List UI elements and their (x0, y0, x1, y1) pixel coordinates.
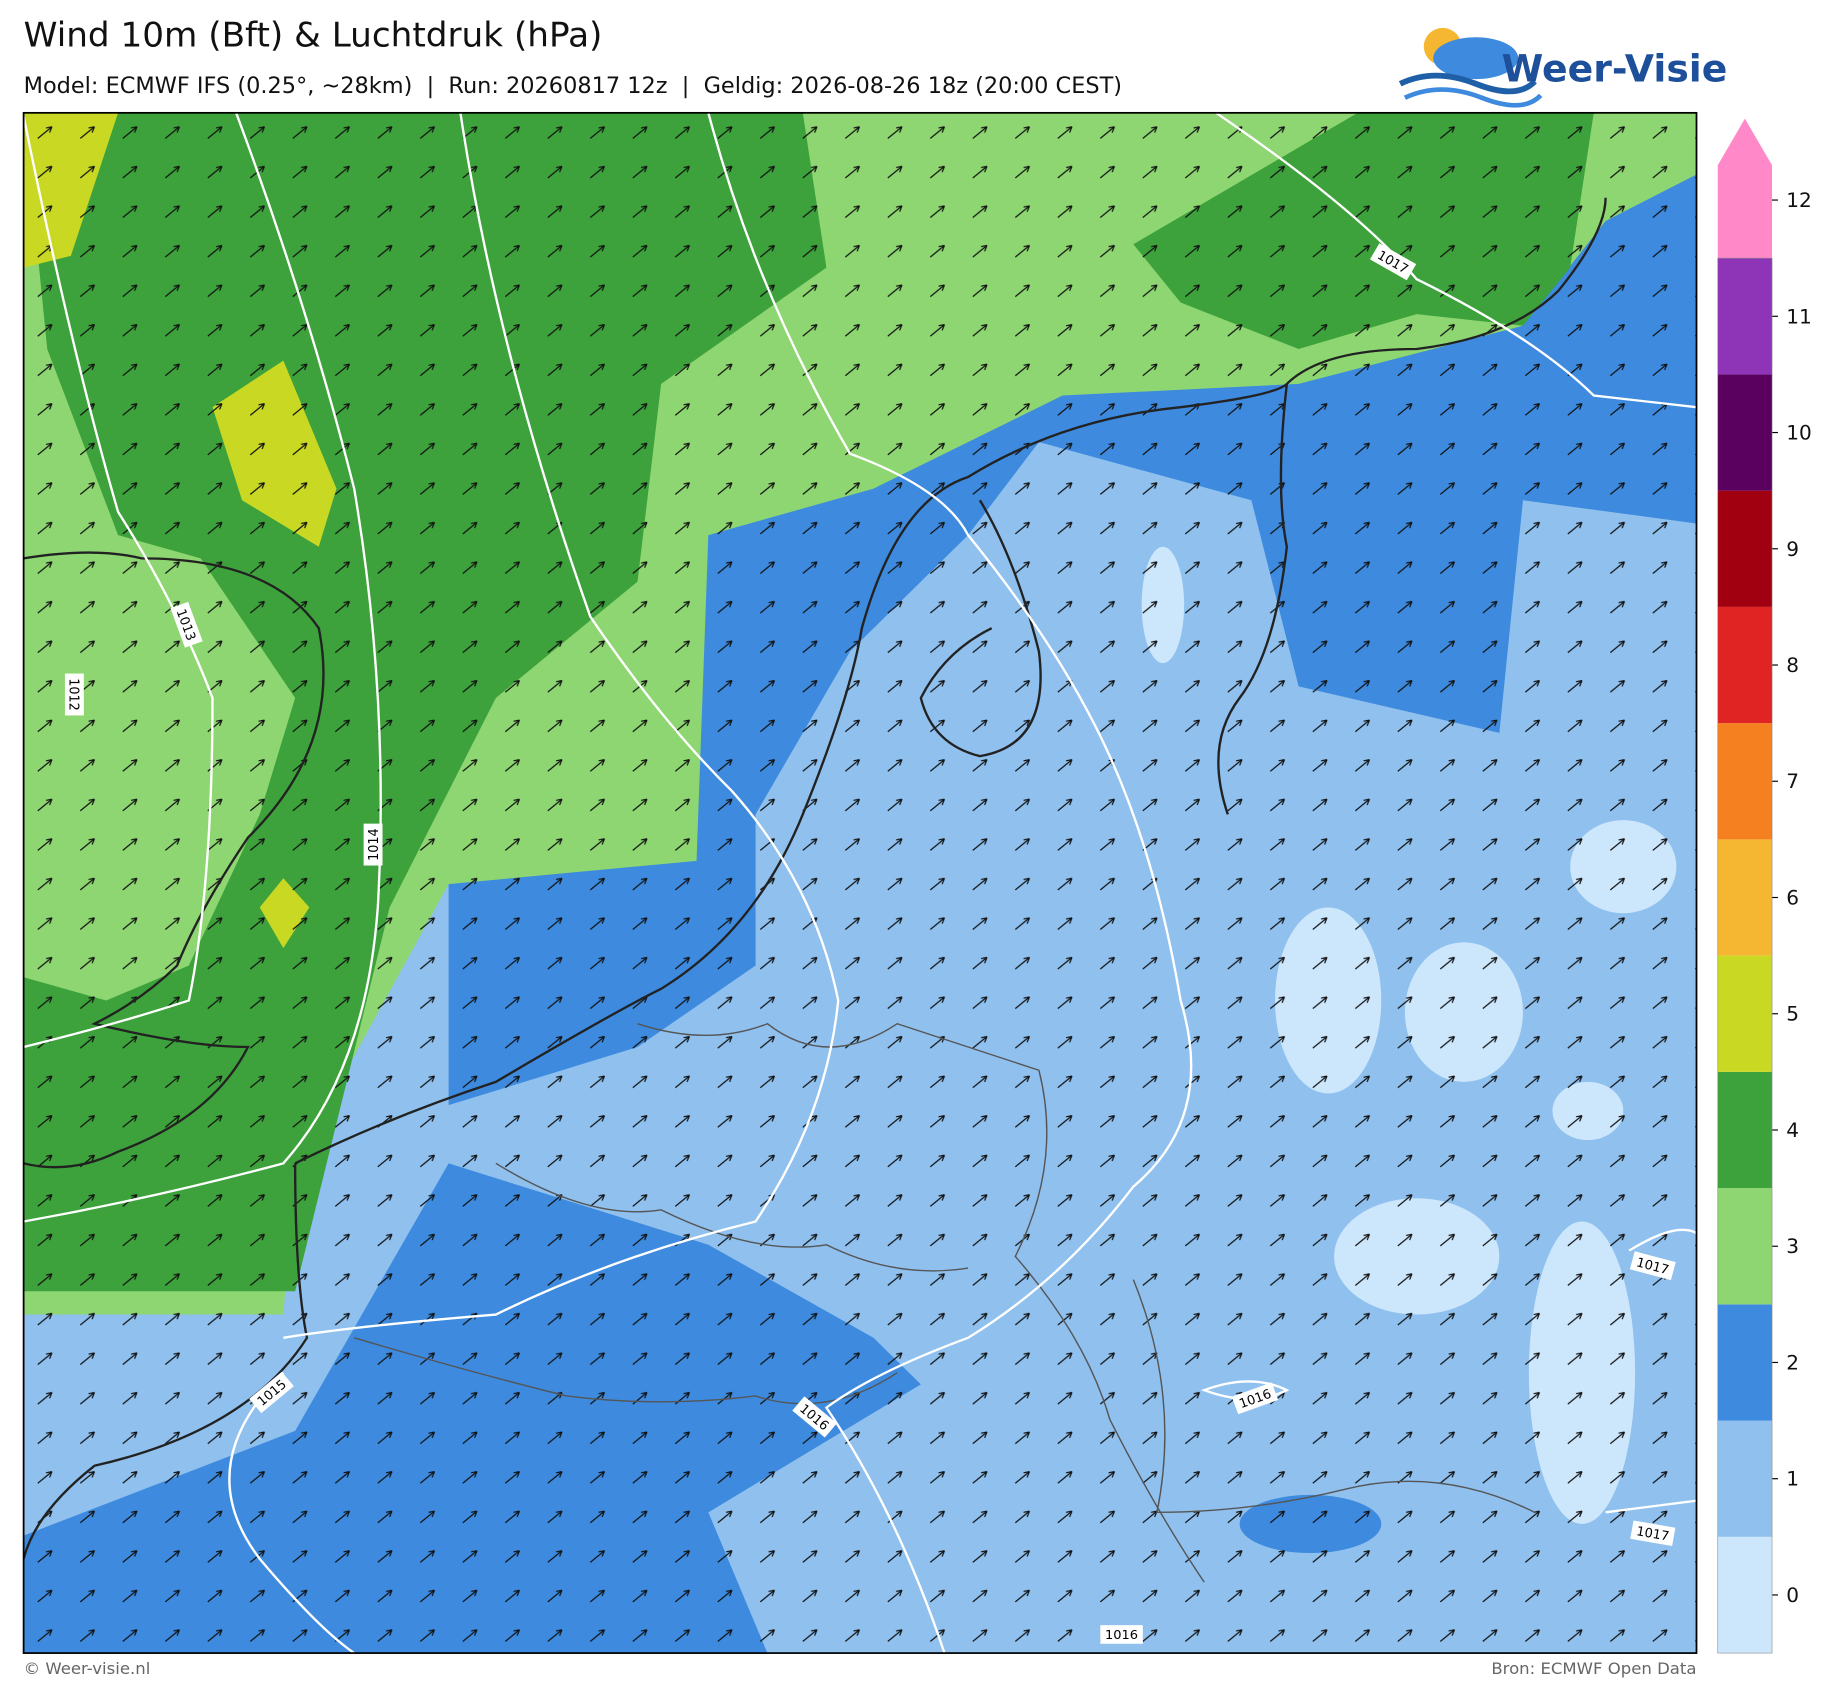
colorbar-tick-label: 11 (1786, 305, 1812, 328)
logo-text: Weer-Visie (1502, 47, 1728, 91)
colorbar-segment (1717, 1071, 1773, 1189)
colorbar-tick-label: 12 (1786, 189, 1812, 212)
isobar-label-bg (64, 673, 84, 716)
isobar-label-bg (1100, 1625, 1143, 1644)
footer-right: Bron: ECMWF Open Data (1491, 1659, 1696, 1678)
isobar-label-text: 1014 (367, 828, 382, 861)
isobar-label-bg (1629, 1251, 1676, 1281)
colorbar-tick-label: 3 (1786, 1235, 1799, 1258)
colorbar-frame (1717, 257, 1773, 1654)
colorbar-segment (1717, 1304, 1773, 1421)
footer-left: © Weer-visie.nl (24, 1659, 151, 1678)
isobar-label: 1016 (1100, 1625, 1143, 1644)
isobar-label-text: 1012 (66, 678, 81, 711)
colorbar-tick-label: 9 (1786, 538, 1799, 561)
isobar-label: 1014 (363, 823, 383, 866)
isobar-label-bg (792, 1396, 837, 1438)
isobar-label-text: 1016 (1105, 1628, 1138, 1643)
isobar-label: 1017 (1629, 1251, 1676, 1281)
colorbar-segment (1717, 1188, 1773, 1305)
colorbar-segment (1717, 258, 1773, 375)
title: Wind 10m (Bft) & Luchtdruk (hPa) (24, 16, 603, 56)
isobar-label-bg (1231, 1382, 1279, 1415)
colorbar-segment (1717, 955, 1773, 1072)
isobar-label-text: 1017 (1635, 1524, 1670, 1544)
isobar-label-bg (1369, 243, 1417, 281)
colorbar-segment (1717, 1420, 1773, 1537)
colorbar-segment (1717, 490, 1773, 607)
isobar-label-bg (249, 1371, 294, 1414)
colorbar-segment (1717, 374, 1773, 491)
colorbar-tick-label: 10 (1786, 422, 1812, 445)
colorbar-segment (1717, 1536, 1773, 1654)
isobar-label-bg (363, 823, 383, 866)
logo: Weer-Visie (1398, 27, 1728, 108)
colorbar-segment (1717, 118, 1773, 259)
colorbar-tick-label: 8 (1786, 654, 1799, 677)
isobar-label: 1017 (1630, 1520, 1676, 1547)
isobar-label: 1012 (64, 673, 84, 716)
isobar-label-bg (170, 601, 203, 648)
colorbar-tick-label: 4 (1786, 1119, 1799, 1142)
colorbar-tick-label: 5 (1786, 1003, 1799, 1026)
subtitle: Model: ECMWF IFS (0.25°, ~28km) | Run: 2… (24, 73, 1122, 99)
isobar-label-bg (1630, 1520, 1676, 1547)
colorbar-tick-label: 1 (1786, 1468, 1799, 1491)
colorbar-tick-label: 0 (1786, 1584, 1799, 1607)
colorbar-tick-label: 7 (1786, 770, 1799, 793)
colorbar-segment (1717, 606, 1773, 724)
map-frame (22, 111, 1698, 1654)
colorbar-tick-label: 2 (1786, 1352, 1799, 1375)
colorbar-segment (1717, 723, 1773, 840)
colorbar-tick-label: 6 (1786, 887, 1799, 910)
colorbar-segment (1717, 839, 1773, 956)
